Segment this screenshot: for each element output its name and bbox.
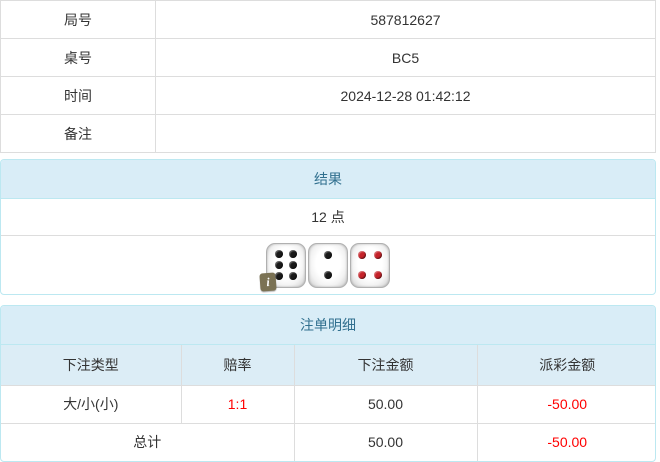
die-two [308, 242, 348, 288]
bet-table-header-row: 下注类型 赔率 下注金额 派彩金额 [1, 344, 655, 386]
table-row: 时间 2024-12-28 01:42:12 [0, 76, 656, 115]
die-pip [324, 271, 332, 280]
die-pip [288, 272, 297, 281]
time-label: 时间 [0, 76, 156, 115]
bet-panel-title: 注单明细 [1, 306, 655, 345]
round-number-label: 局号 [0, 0, 156, 39]
total-label-cell: 总计 [1, 422, 295, 461]
die-four [350, 242, 390, 288]
bet-detail-panel: 注单明细 下注类型 赔率 下注金额 派彩金额 大/小(小) 1:1 50.00 … [0, 305, 656, 462]
table-number-value: BC5 [155, 38, 656, 77]
result-panel: 结果 12 点 i [0, 159, 656, 295]
bet-row: 大/小(小) 1:1 50.00 -50.00 [1, 384, 655, 424]
die-pip [275, 249, 284, 258]
die-pip [373, 270, 382, 279]
die-pip [275, 261, 284, 269]
dice-row: i [1, 236, 655, 294]
result-points: 12 点 [1, 199, 655, 236]
column-header-payout-amount: 派彩金额 [476, 344, 655, 386]
info-badge-icon[interactable]: i [259, 271, 277, 292]
bet-type-cell: 大/小(小) [1, 384, 182, 424]
payout-amount-cell: -50.00 [476, 384, 655, 424]
total-bet-amount-cell: 50.00 [293, 422, 478, 461]
bet-table: 下注类型 赔率 下注金额 派彩金额 大/小(小) 1:1 50.00 -50.0… [1, 344, 655, 461]
die-pip [373, 251, 382, 260]
remark-label: 备注 [0, 114, 156, 153]
table-number-label: 桌号 [0, 38, 156, 77]
column-header-bet-amount: 下注金额 [293, 344, 478, 386]
column-header-bet-type: 下注类型 [1, 344, 182, 386]
column-header-odds: 赔率 [180, 344, 295, 386]
info-table: 局号 587812627 桌号 BC5 时间 2024-12-28 01:42:… [0, 0, 656, 153]
table-row: 桌号 BC5 [0, 38, 656, 77]
table-row: 局号 587812627 [0, 0, 656, 39]
result-panel-title: 结果 [1, 160, 655, 199]
table-row: 备注 [0, 114, 656, 153]
total-payout-amount-cell: -50.00 [476, 422, 655, 461]
die-pip [324, 250, 332, 259]
bet-amount-cell: 50.00 [293, 384, 478, 424]
die-pip [288, 261, 297, 269]
die-six: i [259, 242, 306, 292]
round-number-value: 587812627 [155, 0, 656, 39]
odds-cell: 1:1 [180, 384, 295, 424]
die-pip [358, 251, 367, 260]
time-value: 2024-12-28 01:42:12 [155, 76, 656, 115]
die-pip [275, 272, 284, 281]
remark-value [155, 114, 656, 153]
die-pip [358, 270, 367, 279]
total-row: 总计 50.00 -50.00 [1, 422, 655, 461]
die-pip [288, 249, 297, 258]
